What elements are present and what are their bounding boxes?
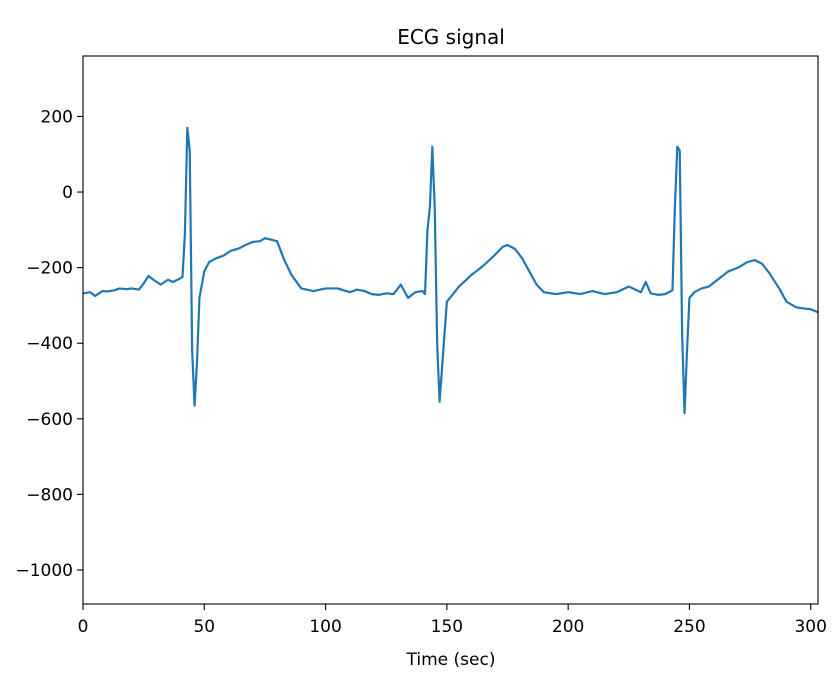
plot-area [82,55,819,605]
chart-title: ECG signal [397,25,505,49]
x-tick-label: 250 [673,617,705,637]
y-tick-label: 200 [41,107,73,127]
y-tick-label: −200 [26,259,73,279]
plot-frame [82,55,819,605]
x-tick-label: 50 [193,617,215,637]
ecg-series-line [83,126,818,415]
x-axis-label: Time (sec) [406,650,496,670]
y-tick-label: −800 [26,485,73,505]
x-tick-label: 200 [552,617,584,637]
x-tick-label: 0 [78,617,89,637]
x-tick-label: 150 [431,617,463,637]
x-tick-label: 100 [309,617,341,637]
axis-ticks: 0 50 100 150 200 250 300 200 0 −200 −400 −600 −800 −1… [15,107,826,637]
y-tick-label: −600 [26,410,73,430]
y-tick-label: 0 [62,183,73,203]
x-tick-label: 300 [794,617,826,637]
y-tick-label: −1000 [15,561,73,581]
y-tick-label: −400 [26,334,73,354]
